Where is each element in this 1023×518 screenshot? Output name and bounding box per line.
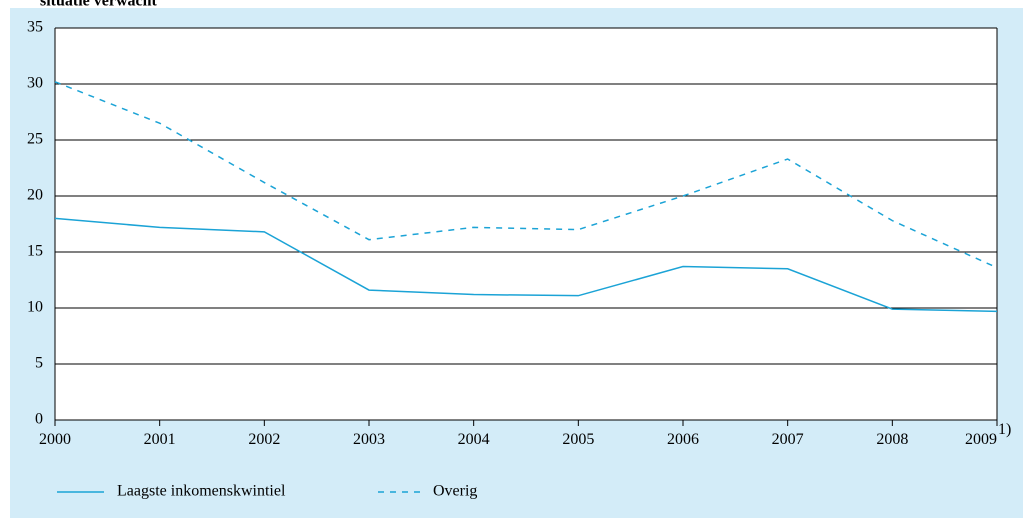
x-tick-label: 2006 (667, 431, 699, 448)
x-tick-label: 2004 (458, 431, 490, 448)
y-tick-label: 15 (27, 243, 43, 260)
y-tick-label: 10 (27, 299, 43, 316)
series-line (54, 81, 998, 269)
legend-label: Laagste inkomenskwintiel (117, 483, 286, 500)
x-tick-label: 2002 (248, 431, 280, 448)
x-tick-label: 2005 (562, 431, 594, 448)
y-tick-label: 25 (27, 131, 43, 148)
y-tick-label: 20 (27, 187, 43, 204)
footnote-marker: 1) (998, 421, 1011, 438)
x-tick-label: 2003 (353, 431, 385, 448)
x-tick-label: 2007 (772, 431, 804, 448)
series-line (54, 217, 998, 313)
legend-label: Overig (433, 483, 477, 500)
y-tick-label: 0 (35, 411, 43, 428)
x-tick-label: 2009 (965, 431, 997, 448)
plot-area (55, 28, 997, 420)
chart-title: situatie verwacht (40, 0, 158, 10)
x-tick-label: 2001 (144, 431, 176, 448)
y-tick-label: 30 (27, 75, 43, 92)
x-tick-label: 2008 (876, 431, 908, 448)
y-tick-label: 5 (35, 355, 43, 372)
y-tick-label: 35 (27, 19, 43, 36)
x-tick-label: 2000 (39, 431, 71, 448)
